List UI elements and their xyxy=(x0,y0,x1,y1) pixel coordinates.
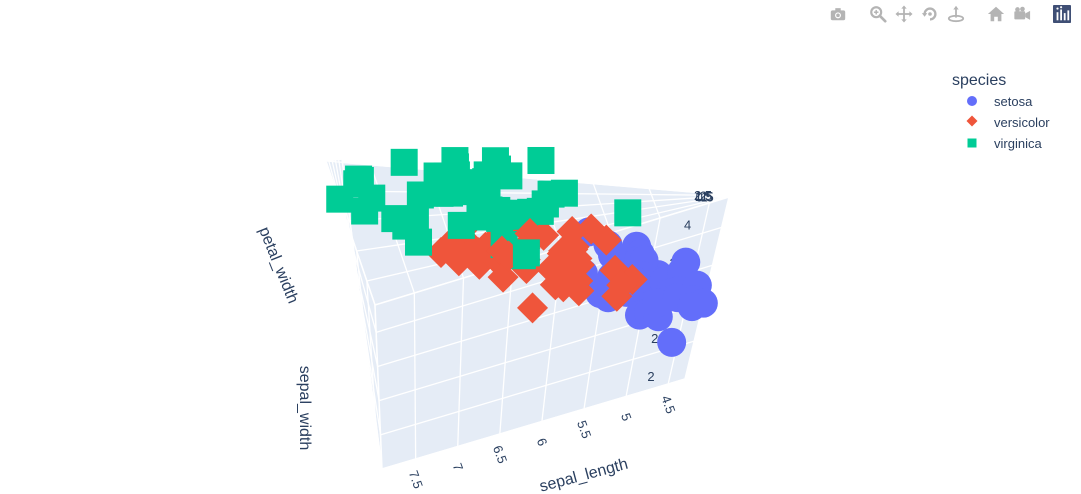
legend-marker-versicolor xyxy=(966,115,978,127)
z-tick-label: 0.5 xyxy=(696,190,714,205)
marker-versicolor xyxy=(443,245,475,277)
data-markers xyxy=(326,146,718,357)
legend-marker-setosa xyxy=(967,96,977,106)
zoom-icon[interactable] xyxy=(867,3,889,25)
marker-versicolor xyxy=(487,261,519,293)
x-tick-label: 7.5 xyxy=(406,468,426,490)
x-tick-label: 5.5 xyxy=(574,418,594,440)
camera-icon[interactable] xyxy=(827,3,849,25)
legend-label: setosa xyxy=(994,94,1033,109)
camera-view-icon[interactable] xyxy=(1011,3,1033,25)
marker-setosa xyxy=(657,327,687,357)
marker-virginica xyxy=(512,239,540,267)
marker-virginica xyxy=(346,166,374,194)
legend-item-virginica[interactable]: virginica xyxy=(967,136,1043,151)
marker-virginica xyxy=(527,146,555,174)
plotly-logo-icon[interactable] xyxy=(1051,3,1073,25)
marker-virginica xyxy=(390,148,418,176)
gridline-z xyxy=(325,158,343,162)
turntable-rotation-icon[interactable] xyxy=(945,3,967,25)
scene-3d[interactable]: 4.555.566.577.522.533.540.511.522.5sepal… xyxy=(255,146,731,494)
marker-versicolor xyxy=(601,280,633,312)
marker-virginica xyxy=(483,196,511,224)
x-tick-label: 6.5 xyxy=(490,443,510,465)
modebar xyxy=(827,2,1073,26)
z-axis-title: petal_width xyxy=(255,225,301,306)
legend-item-setosa[interactable]: setosa xyxy=(967,94,1033,109)
marker-virginica xyxy=(351,197,379,225)
marker-virginica xyxy=(614,199,642,227)
marker-versicolor xyxy=(517,292,549,324)
x-tick-label: 4.5 xyxy=(658,393,678,415)
home-icon[interactable] xyxy=(985,3,1007,25)
y-axis-title: sepal_width xyxy=(296,366,313,451)
legend-label: versicolor xyxy=(994,115,1050,130)
x-tick-label: 5 xyxy=(618,411,635,423)
y-tick-label: 4 xyxy=(684,217,691,232)
marker-virginica xyxy=(381,205,409,233)
marker-versicolor xyxy=(590,224,622,256)
gridline-y xyxy=(380,340,695,436)
z-tick-label: 2.5 xyxy=(694,188,712,203)
marker-versicolor xyxy=(558,248,590,280)
gridline-y xyxy=(381,378,686,470)
gridline-z xyxy=(345,220,360,289)
marker-setosa xyxy=(677,292,707,322)
x-tick-label: 6 xyxy=(534,436,551,448)
pan-icon[interactable] xyxy=(893,3,915,25)
marker-virginica xyxy=(472,168,500,196)
legend-label: virginica xyxy=(994,136,1042,151)
marker-versicolor xyxy=(556,215,588,247)
legend-marker-virginica xyxy=(967,138,977,148)
marker-versicolor xyxy=(493,240,525,272)
x-tick-label: 7 xyxy=(450,461,467,473)
z-tick-label: 2 xyxy=(700,188,707,203)
legend-title: species xyxy=(952,72,1006,89)
z-tick-label: 1.5 xyxy=(695,189,713,204)
x-axis-title: sepal_length xyxy=(538,456,630,494)
gridline-z xyxy=(355,250,368,353)
orbit-rotation-icon[interactable] xyxy=(919,3,941,25)
z-tick-label: 1 xyxy=(701,189,708,204)
legend: species setosa versicolor virginica xyxy=(952,72,1050,151)
marker-virginica xyxy=(447,211,475,239)
marker-virginica xyxy=(537,180,565,208)
gridline-z xyxy=(366,280,376,418)
legend-item-versicolor[interactable]: versicolor xyxy=(966,115,1051,130)
y-tick-label: 2 xyxy=(647,369,654,384)
